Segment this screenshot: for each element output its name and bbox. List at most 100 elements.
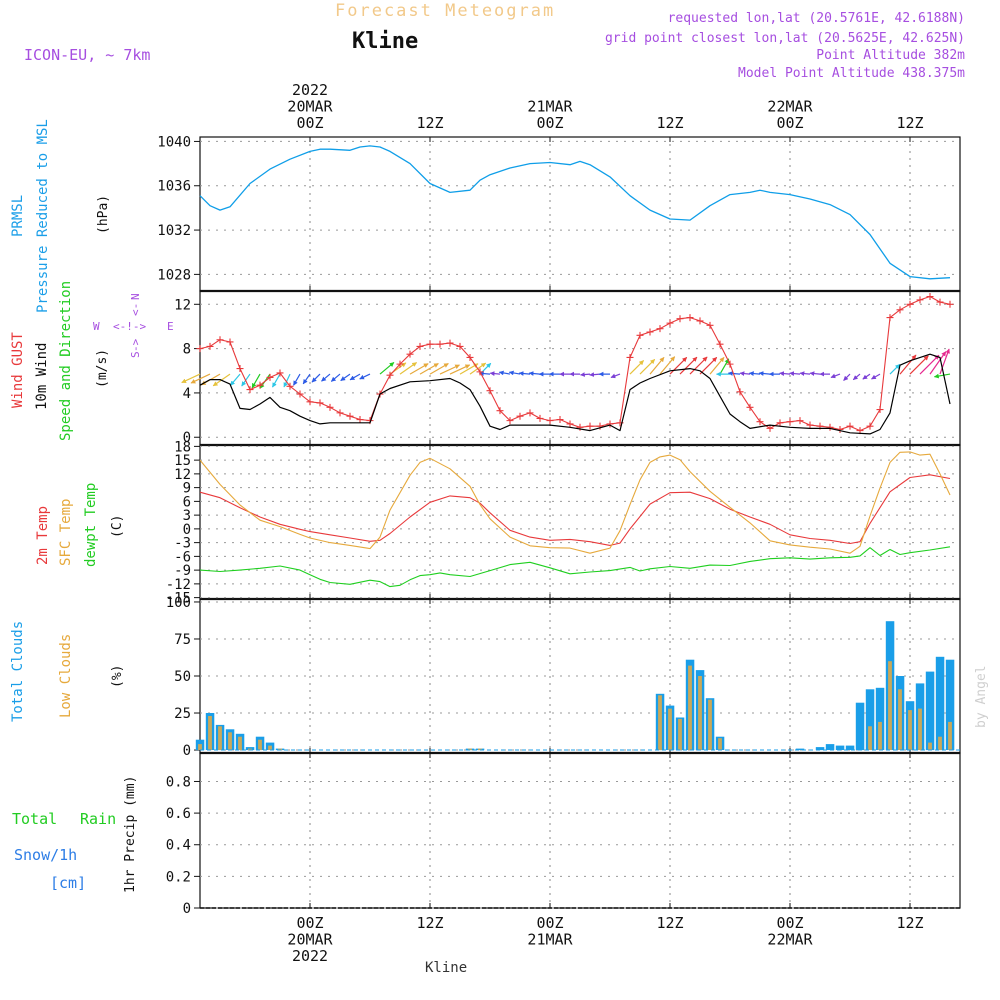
wind-unit: (m/s) (95, 349, 110, 388)
temp-label-dewpt: dewpt Temp (83, 483, 99, 567)
total-cloud-bar (875, 687, 885, 750)
low-cloud-bar (478, 748, 482, 751)
low-cloud-bar (888, 661, 892, 750)
low-cloud-bar (698, 676, 702, 750)
location-title: Kline (352, 29, 418, 54)
gust-marker (916, 296, 924, 304)
compass-arrow-up: <- (129, 303, 142, 316)
panel-frames (199, 136, 961, 909)
low-cloud-bar (678, 718, 682, 750)
wind-arrow (302, 373, 311, 385)
low-cloud-bar (248, 748, 252, 751)
gust-marker (876, 406, 884, 414)
top-time-label: 2022 (292, 81, 328, 99)
wind-arrow (939, 348, 950, 375)
clouds-plot: 0 25 50 75 100 (166, 595, 960, 759)
y-tick-label: 12 (174, 297, 191, 313)
y-tick-label: -3 (174, 536, 191, 552)
wind-arrow (629, 360, 645, 375)
gust-marker (306, 398, 314, 406)
top-time-label: 00Z (776, 114, 803, 132)
y-tick-label: 0.8 (166, 774, 191, 790)
low-cloud-bar (468, 748, 472, 751)
wind-arrow (321, 373, 331, 382)
wind-panel: Wind GUST 10m Wind Speed and Direction (… (10, 281, 960, 446)
gust-marker (896, 306, 904, 314)
y-tick-label: -6 (174, 549, 191, 565)
gust-marker (396, 360, 404, 368)
wind-arrow (190, 373, 211, 384)
wind-arrow (799, 371, 811, 376)
gust-marker (756, 418, 764, 426)
gust-marker (426, 340, 434, 348)
total-cloud-bar (925, 671, 935, 751)
gust-marker (596, 422, 604, 430)
low-cloud-bar (688, 665, 692, 750)
low-cloud-bar (218, 726, 222, 750)
wind-arrow (789, 371, 801, 376)
wind-arrow (349, 373, 361, 381)
gust-marker (246, 386, 254, 394)
y-tick-label: 0 (183, 743, 191, 759)
clouds-unit: (%) (110, 665, 125, 688)
wind-arrow (852, 373, 861, 381)
wind-arrow (830, 373, 841, 379)
wind-arrow (251, 373, 261, 389)
low-cloud-bar (938, 736, 942, 750)
gust-marker (666, 319, 674, 327)
gust-marker (516, 412, 524, 420)
y-tick-label: 0.6 (166, 806, 191, 822)
gust-marker (316, 399, 324, 407)
bottom-time-label: 12Z (656, 914, 683, 932)
y-tick-label: 1040 (157, 134, 191, 150)
wind-arrow (862, 373, 871, 380)
gust-marker (606, 420, 614, 428)
temp-panel: 2m Temp SFC Temp dewpt Temp (C) -15-12-9… (35, 439, 960, 607)
wind-arrow (518, 371, 531, 376)
gust-marker (926, 293, 934, 301)
pressure-line (199, 145, 951, 280)
gust-marker (286, 382, 294, 390)
bottom-time-label: 12Z (896, 914, 923, 932)
pressure-label-desc: Pressure Reduced to MSL (35, 119, 51, 313)
low-cloud-bar (208, 716, 212, 751)
panel-frame-3 (199, 444, 961, 600)
gust-marker (556, 416, 564, 424)
wind-arrow (528, 371, 541, 376)
wind-label-10m: 10m Wind (34, 343, 50, 410)
y-tick-label: 3 (183, 508, 191, 524)
y-tick-label: -15 (166, 591, 191, 607)
gust-marker (276, 369, 284, 377)
dewpt-line (199, 546, 951, 588)
top-time-label: 00Z (536, 114, 563, 132)
gust-line (199, 295, 951, 432)
total-cloud-bar (865, 689, 875, 750)
wind-arrow (669, 356, 688, 375)
gust-marker (646, 328, 654, 336)
gust-marker (356, 416, 364, 424)
total-cloud-bar (825, 744, 835, 750)
low-cloud-bar (948, 721, 952, 750)
gust-marker (226, 338, 234, 346)
wind-arrow (909, 355, 929, 375)
gust-marker (686, 314, 694, 322)
y-tick-label: 6 (183, 494, 191, 510)
gust-marker (716, 340, 724, 348)
wind-arrow (679, 356, 698, 375)
low-cloud-bar (718, 738, 722, 750)
low-cloud-bar (658, 695, 662, 751)
model-label: ICON-EU, ~ 7km (24, 46, 150, 64)
low-cloud-bar (238, 736, 242, 750)
wind-arrow (181, 373, 201, 384)
gust-marker (736, 388, 744, 396)
precip-unit: 1hr Precip (mm) (123, 776, 138, 893)
closest-coords: grid point closest lon,lat (20.5625E, 42… (605, 31, 965, 46)
gust-marker (416, 342, 424, 350)
bottom-time-label: 20MAR (287, 931, 333, 949)
top-time-label: 21MAR (527, 98, 573, 116)
wind-label-dir: Speed and Direction (58, 281, 74, 441)
wind-arrow (330, 373, 341, 382)
total-cloud-bar (935, 656, 945, 751)
wind-arrow (230, 373, 241, 386)
gust-marker (846, 422, 854, 430)
